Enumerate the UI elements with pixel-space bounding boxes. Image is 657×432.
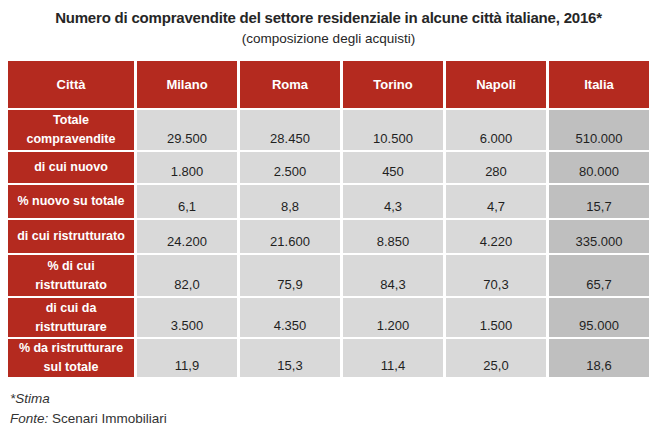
value-cell: 4.350 [240,298,340,337]
value-cell: 8.850 [343,220,443,253]
value-cell: 15,3 [240,339,340,377]
value-cell: 335.000 [549,220,649,253]
value-cell: 21.600 [240,220,340,253]
value-cell: 6.000 [446,110,546,150]
value-cell: 25,0 [446,339,546,377]
value-cell: 6,1 [137,185,237,218]
value-cell: 18,6 [549,339,649,377]
table-row: di cui ristrutturato24.20021.6008.8504.2… [8,220,649,253]
row-label: di cui nuovo [8,152,134,183]
value-cell: 1.800 [137,152,237,183]
table-header: CittàMilanoRomaTorinoNapoliItalia [8,61,649,108]
table-row: % di cui ristrutturato82,075,984,370,365… [8,255,649,296]
footnote: *Stima [10,389,167,409]
column-header-napoli: Napoli [446,61,546,108]
value-cell: 2.500 [240,152,340,183]
page: Numero di compravendite del settore resi… [0,0,657,432]
value-cell: 15,7 [549,185,649,218]
value-cell: 4,7 [446,185,546,218]
value-cell: 510.000 [549,110,649,150]
row-label: % nuovo su totale [8,185,134,218]
value-cell: 80.000 [549,152,649,183]
compravendite-table: CittàMilanoRomaTorinoNapoliItalia Totale… [5,59,652,379]
chart-title: Numero di compravendite del settore resi… [0,0,657,26]
row-label: Totale compravendite [8,110,134,150]
column-header-italia: Italia [549,61,649,108]
table-body: Totale compravendite29.50028.45010.5006.… [8,110,649,377]
footer: *Stima Fonte: Scenari Immobiliari [10,389,167,428]
value-cell: 29.500 [137,110,237,150]
row-label: % di cui ristrutturato [8,255,134,296]
value-cell: 10.500 [343,110,443,150]
header-row: CittàMilanoRomaTorinoNapoliItalia [8,61,649,108]
source-name: Scenari Immobiliari [52,411,167,426]
value-cell: 1.200 [343,298,443,337]
value-cell: 4.220 [446,220,546,253]
corner-header-citta: Città [8,61,134,108]
value-cell: 84,3 [343,255,443,296]
value-cell: 28.450 [240,110,340,150]
value-cell: 450 [343,152,443,183]
column-header-roma: Roma [240,61,340,108]
row-label: % da ristrutturare sul totale [8,339,134,377]
source-label: Fonte: [10,411,48,426]
column-header-milano: Milano [137,61,237,108]
table-row: % da ristrutturare sul totale11,915,311,… [8,339,649,377]
value-cell: 95.000 [549,298,649,337]
value-cell: 65,7 [549,255,649,296]
table-row: di cui nuovo1.8002.50045028080.000 [8,152,649,183]
table-row: Totale compravendite29.50028.45010.5006.… [8,110,649,150]
value-cell: 24.200 [137,220,237,253]
value-cell: 82,0 [137,255,237,296]
value-cell: 70,3 [446,255,546,296]
value-cell: 11,9 [137,339,237,377]
value-cell: 1.500 [446,298,546,337]
value-cell: 4,3 [343,185,443,218]
value-cell: 75,9 [240,255,340,296]
table-row: % nuovo su totale6,18,84,34,715,7 [8,185,649,218]
column-header-torino: Torino [343,61,443,108]
chart-subtitle: (composizione degli acquisti) [0,31,657,46]
row-label: di cui da ristrutturare [8,298,134,337]
value-cell: 3.500 [137,298,237,337]
value-cell: 11,4 [343,339,443,377]
source-line: Fonte: Scenari Immobiliari [10,409,167,429]
table-row: di cui da ristrutturare3.5004.3501.2001.… [8,298,649,337]
row-label: di cui ristrutturato [8,220,134,253]
value-cell: 8,8 [240,185,340,218]
value-cell: 280 [446,152,546,183]
